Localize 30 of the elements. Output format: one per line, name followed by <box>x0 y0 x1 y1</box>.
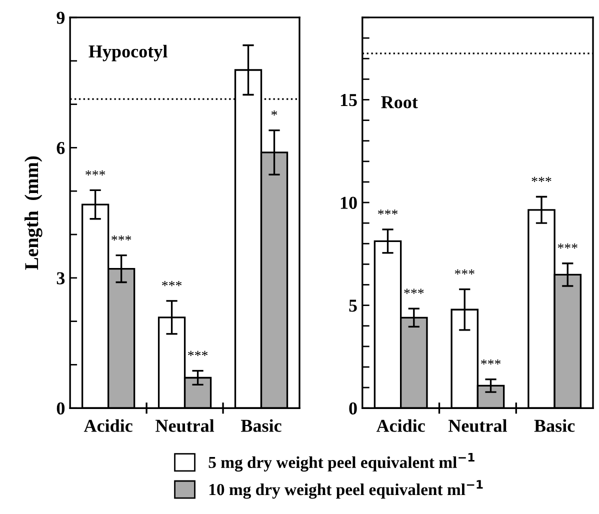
y-tick-label: 6 <box>56 142 65 154</box>
x-tick-label: Acidic <box>376 419 425 432</box>
x-tick-label: Basic <box>534 419 575 432</box>
y-tick-label: 0 <box>56 402 65 415</box>
y-tick-label: 5 <box>349 300 357 312</box>
y-tick-label: 15 <box>340 94 357 106</box>
annotation: * <box>271 110 278 116</box>
annotation: *** <box>112 235 132 241</box>
legend-label: 10 mg dry weight peel equivalent ml$^{−1}$ <box>209 480 483 499</box>
text: Hypocotyl <box>88 44 168 62</box>
annotation: *** <box>378 210 398 215</box>
annotation: *** <box>86 170 106 176</box>
x-tick-label: Neutral <box>448 419 507 432</box>
y-tick-label: 10 <box>340 196 357 209</box>
x-tick-label: Basic <box>241 419 282 432</box>
annotation: *** <box>558 244 578 249</box>
annotation: *** <box>481 359 501 365</box>
y-axis-title: Length (mm) <box>24 156 42 270</box>
y-tick-label: 0 <box>349 402 357 415</box>
x-tick-label: Neutral <box>156 419 214 432</box>
legend-label: 5 mg dry weight peel equivalent ml$^{−1}$ <box>208 453 474 472</box>
annotation: *** <box>404 288 424 294</box>
annotation: *** <box>188 350 208 356</box>
x-tick-label: Acidic <box>84 419 132 432</box>
annotation: *** <box>454 269 474 275</box>
y-tick-label: 3 <box>56 272 65 284</box>
annotation: *** <box>532 176 552 182</box>
text: Root <box>381 96 418 108</box>
y-tick-label: 9 <box>56 12 65 24</box>
annotation: *** <box>162 281 182 286</box>
